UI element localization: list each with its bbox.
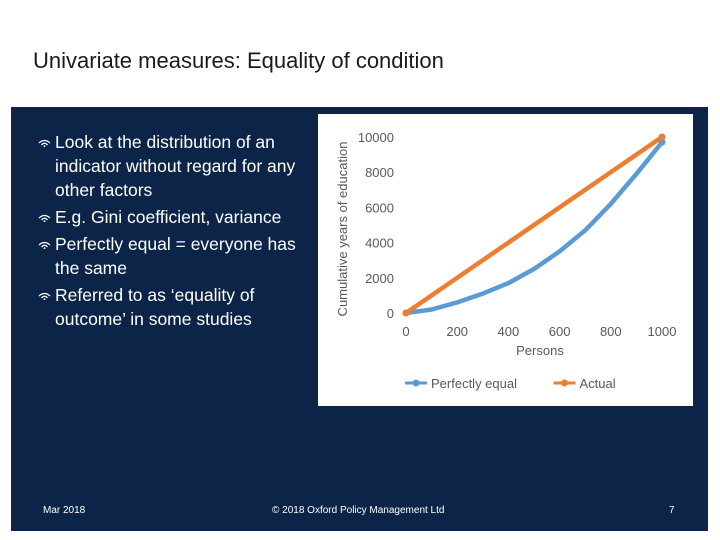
- bullet-text: Perfectly equal = everyone has the same: [55, 234, 296, 278]
- y-tick-label: 6000: [365, 200, 394, 215]
- y-axis-label: Cumulative years of education: [335, 142, 350, 317]
- legend-label: Perfectly equal: [431, 376, 517, 391]
- bullet-text: Look at the distribution of an indicator…: [55, 132, 296, 200]
- series-line-perfectly-equal: [403, 140, 665, 316]
- legend-swatch-marker: [561, 379, 568, 387]
- y-tick-label: 4000: [365, 236, 394, 251]
- bullet-item: Perfectly equal = everyone has the same: [38, 232, 323, 280]
- y-tick-label: 8000: [365, 165, 394, 180]
- series-line-actual: [403, 134, 665, 316]
- chart-svg: 0 2000 4000 6000 8000 10000 0 200 400 600 800 1000 P…: [335, 130, 677, 391]
- wifi-signal-icon: [38, 292, 51, 300]
- x-tick-label: 800: [600, 324, 622, 339]
- wifi-signal-icon: [38, 139, 51, 147]
- wifi-signal-icon: [38, 214, 51, 222]
- y-tick-label: 10000: [358, 130, 394, 145]
- bullet-text: Referred to as ‘equality of outcome’ in …: [55, 285, 255, 329]
- footer-date: Mar 2018: [43, 505, 86, 516]
- bullet-item: E.g. Gini coefficient, variance: [38, 205, 323, 229]
- bullet-item: Referred to as ‘equality of outcome’ in …: [38, 283, 323, 331]
- footer-copyright: © 2018 Oxford Policy Management Ltd: [272, 505, 445, 516]
- x-tick-label: 0: [402, 324, 409, 339]
- data-point: [658, 133, 666, 141]
- legend-swatch-marker: [412, 379, 420, 387]
- bullet-text: E.g. Gini coefficient, variance: [55, 207, 282, 227]
- x-axis-label: Persons: [516, 343, 564, 358]
- legend-label: Actual: [580, 376, 616, 391]
- x-tick-label: 600: [549, 324, 571, 339]
- x-tick-label: 1000: [648, 324, 677, 339]
- data-point: [402, 309, 410, 317]
- y-tick-label: 2000: [365, 271, 394, 286]
- bullet-list: Look at the distribution of an indicator…: [38, 130, 323, 334]
- bullet-item: Look at the distribution of an indicator…: [38, 130, 323, 202]
- footer-page-number: 7: [669, 505, 675, 516]
- y-tick-label: 0: [387, 306, 394, 321]
- wifi-signal-icon: [38, 241, 51, 249]
- x-tick-label: 200: [446, 324, 468, 339]
- line-chart: 0 2000 4000 6000 8000 10000 0 200 400 600 800 1000 P…: [318, 114, 693, 406]
- x-tick-label: 400: [498, 324, 520, 339]
- slide-title: Univariate measures: Equality of conditi…: [33, 48, 444, 73]
